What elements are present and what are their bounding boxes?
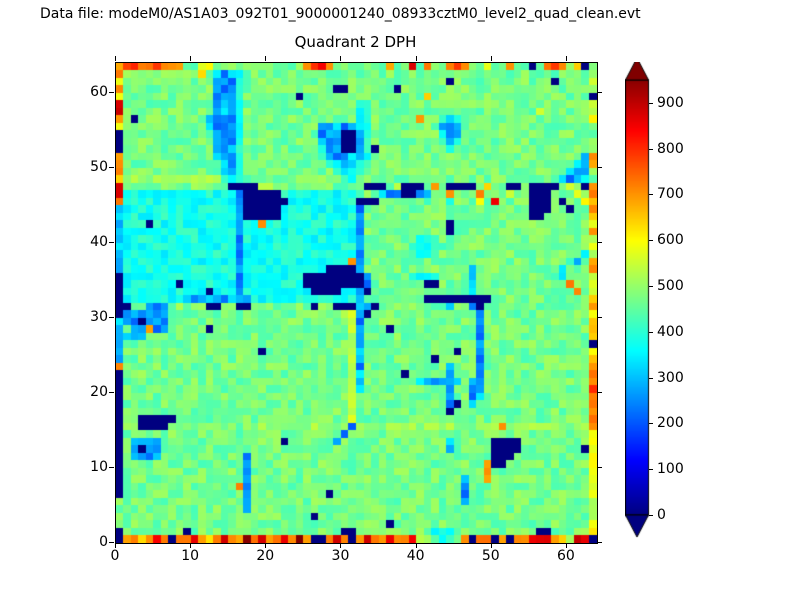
y-axis-tick-label: 20 — [90, 384, 108, 400]
colorbar-tick-label: 500 — [657, 278, 684, 294]
x-axis-tick-mark — [115, 543, 116, 548]
x-axis-tick-mark — [490, 543, 492, 548]
x-axis-tick-mark — [190, 56, 192, 61]
colorbar-tick-mark — [649, 331, 653, 333]
y-axis-tick-mark — [109, 542, 114, 543]
colorbar-tick-mark — [649, 286, 653, 287]
y-axis-tick-mark — [109, 467, 114, 468]
y-axis-tick-mark — [109, 92, 114, 93]
colorbar — [625, 62, 655, 562]
colorbar-tick-mark — [649, 377, 653, 379]
colorbar-tick-mark — [649, 515, 653, 516]
y-axis-tick-mark — [597, 317, 602, 318]
x-axis-tick-mark — [415, 56, 417, 61]
x-axis-tick-label: 50 — [481, 548, 500, 564]
colorbar-tick-label: 700 — [657, 186, 684, 203]
colorbar-tick-mark — [649, 148, 653, 150]
x-axis-tick-mark — [565, 543, 567, 548]
x-axis-tick-mark — [490, 56, 492, 61]
y-axis-tick-mark — [109, 317, 114, 318]
colorbar-tick-mark — [649, 240, 653, 242]
colorbar-tick-label: 0 — [657, 507, 666, 523]
colorbar-tick-mark — [649, 469, 653, 471]
colorbar-tick-label: 100 — [657, 461, 684, 478]
heatmap-canvas — [116, 63, 597, 543]
data-file-label: Data file: modeM0/AS1A03_092T01_90000012… — [40, 6, 641, 22]
x-axis-tick-mark — [565, 56, 567, 61]
plot-title: Quadrant 2 DPH — [294, 33, 417, 51]
y-axis-tick-label: 40 — [90, 234, 108, 250]
y-axis-tick-mark — [597, 92, 602, 93]
x-axis-tick-mark — [190, 543, 192, 548]
y-axis-tick-label: 10 — [90, 459, 108, 475]
x-axis-tick-label: 20 — [256, 548, 275, 564]
colorbar-tick-label: 200 — [657, 415, 684, 432]
y-axis-tick-label: 60 — [90, 84, 108, 100]
colorbar-tick-mark — [649, 194, 653, 196]
colorbar-tick-label: 400 — [657, 323, 684, 340]
colorbar-tick-mark — [649, 102, 653, 104]
colorbar-tick-label: 900 — [657, 94, 684, 111]
x-axis-tick-label: 30 — [331, 548, 350, 564]
y-axis-tick-mark — [109, 167, 114, 168]
x-axis-tick-mark — [340, 543, 342, 548]
x-axis-tick-label: 0 — [110, 548, 120, 564]
heatmap-plot-area — [115, 62, 598, 544]
y-axis-tick-mark — [597, 242, 602, 243]
y-axis-tick-mark — [109, 242, 114, 243]
x-axis-tick-label: 40 — [406, 548, 425, 564]
y-axis-tick-label: 50 — [90, 159, 108, 175]
y-axis-tick-mark — [597, 167, 602, 168]
x-axis-tick-mark — [265, 56, 267, 61]
x-axis-tick-mark — [265, 543, 267, 548]
y-axis-tick-label: 0 — [99, 534, 108, 550]
x-axis-tick-mark — [415, 543, 417, 548]
colorbar-tick-mark — [649, 423, 653, 425]
y-axis-tick-mark — [597, 392, 602, 393]
x-axis-tick-label: 60 — [557, 548, 575, 564]
y-axis-tick-mark — [597, 467, 602, 468]
colorbar-tick-label: 600 — [657, 232, 684, 249]
y-axis-tick-mark — [597, 542, 602, 543]
x-axis-tick-label: 10 — [181, 548, 200, 564]
y-axis-tick-label: 30 — [90, 309, 108, 325]
colorbar-tick-label: 800 — [657, 140, 684, 157]
x-axis-tick-mark — [340, 56, 342, 61]
x-axis-tick-mark — [115, 56, 116, 61]
colorbar-tick-label: 300 — [657, 369, 684, 386]
y-axis-tick-mark — [109, 392, 114, 393]
